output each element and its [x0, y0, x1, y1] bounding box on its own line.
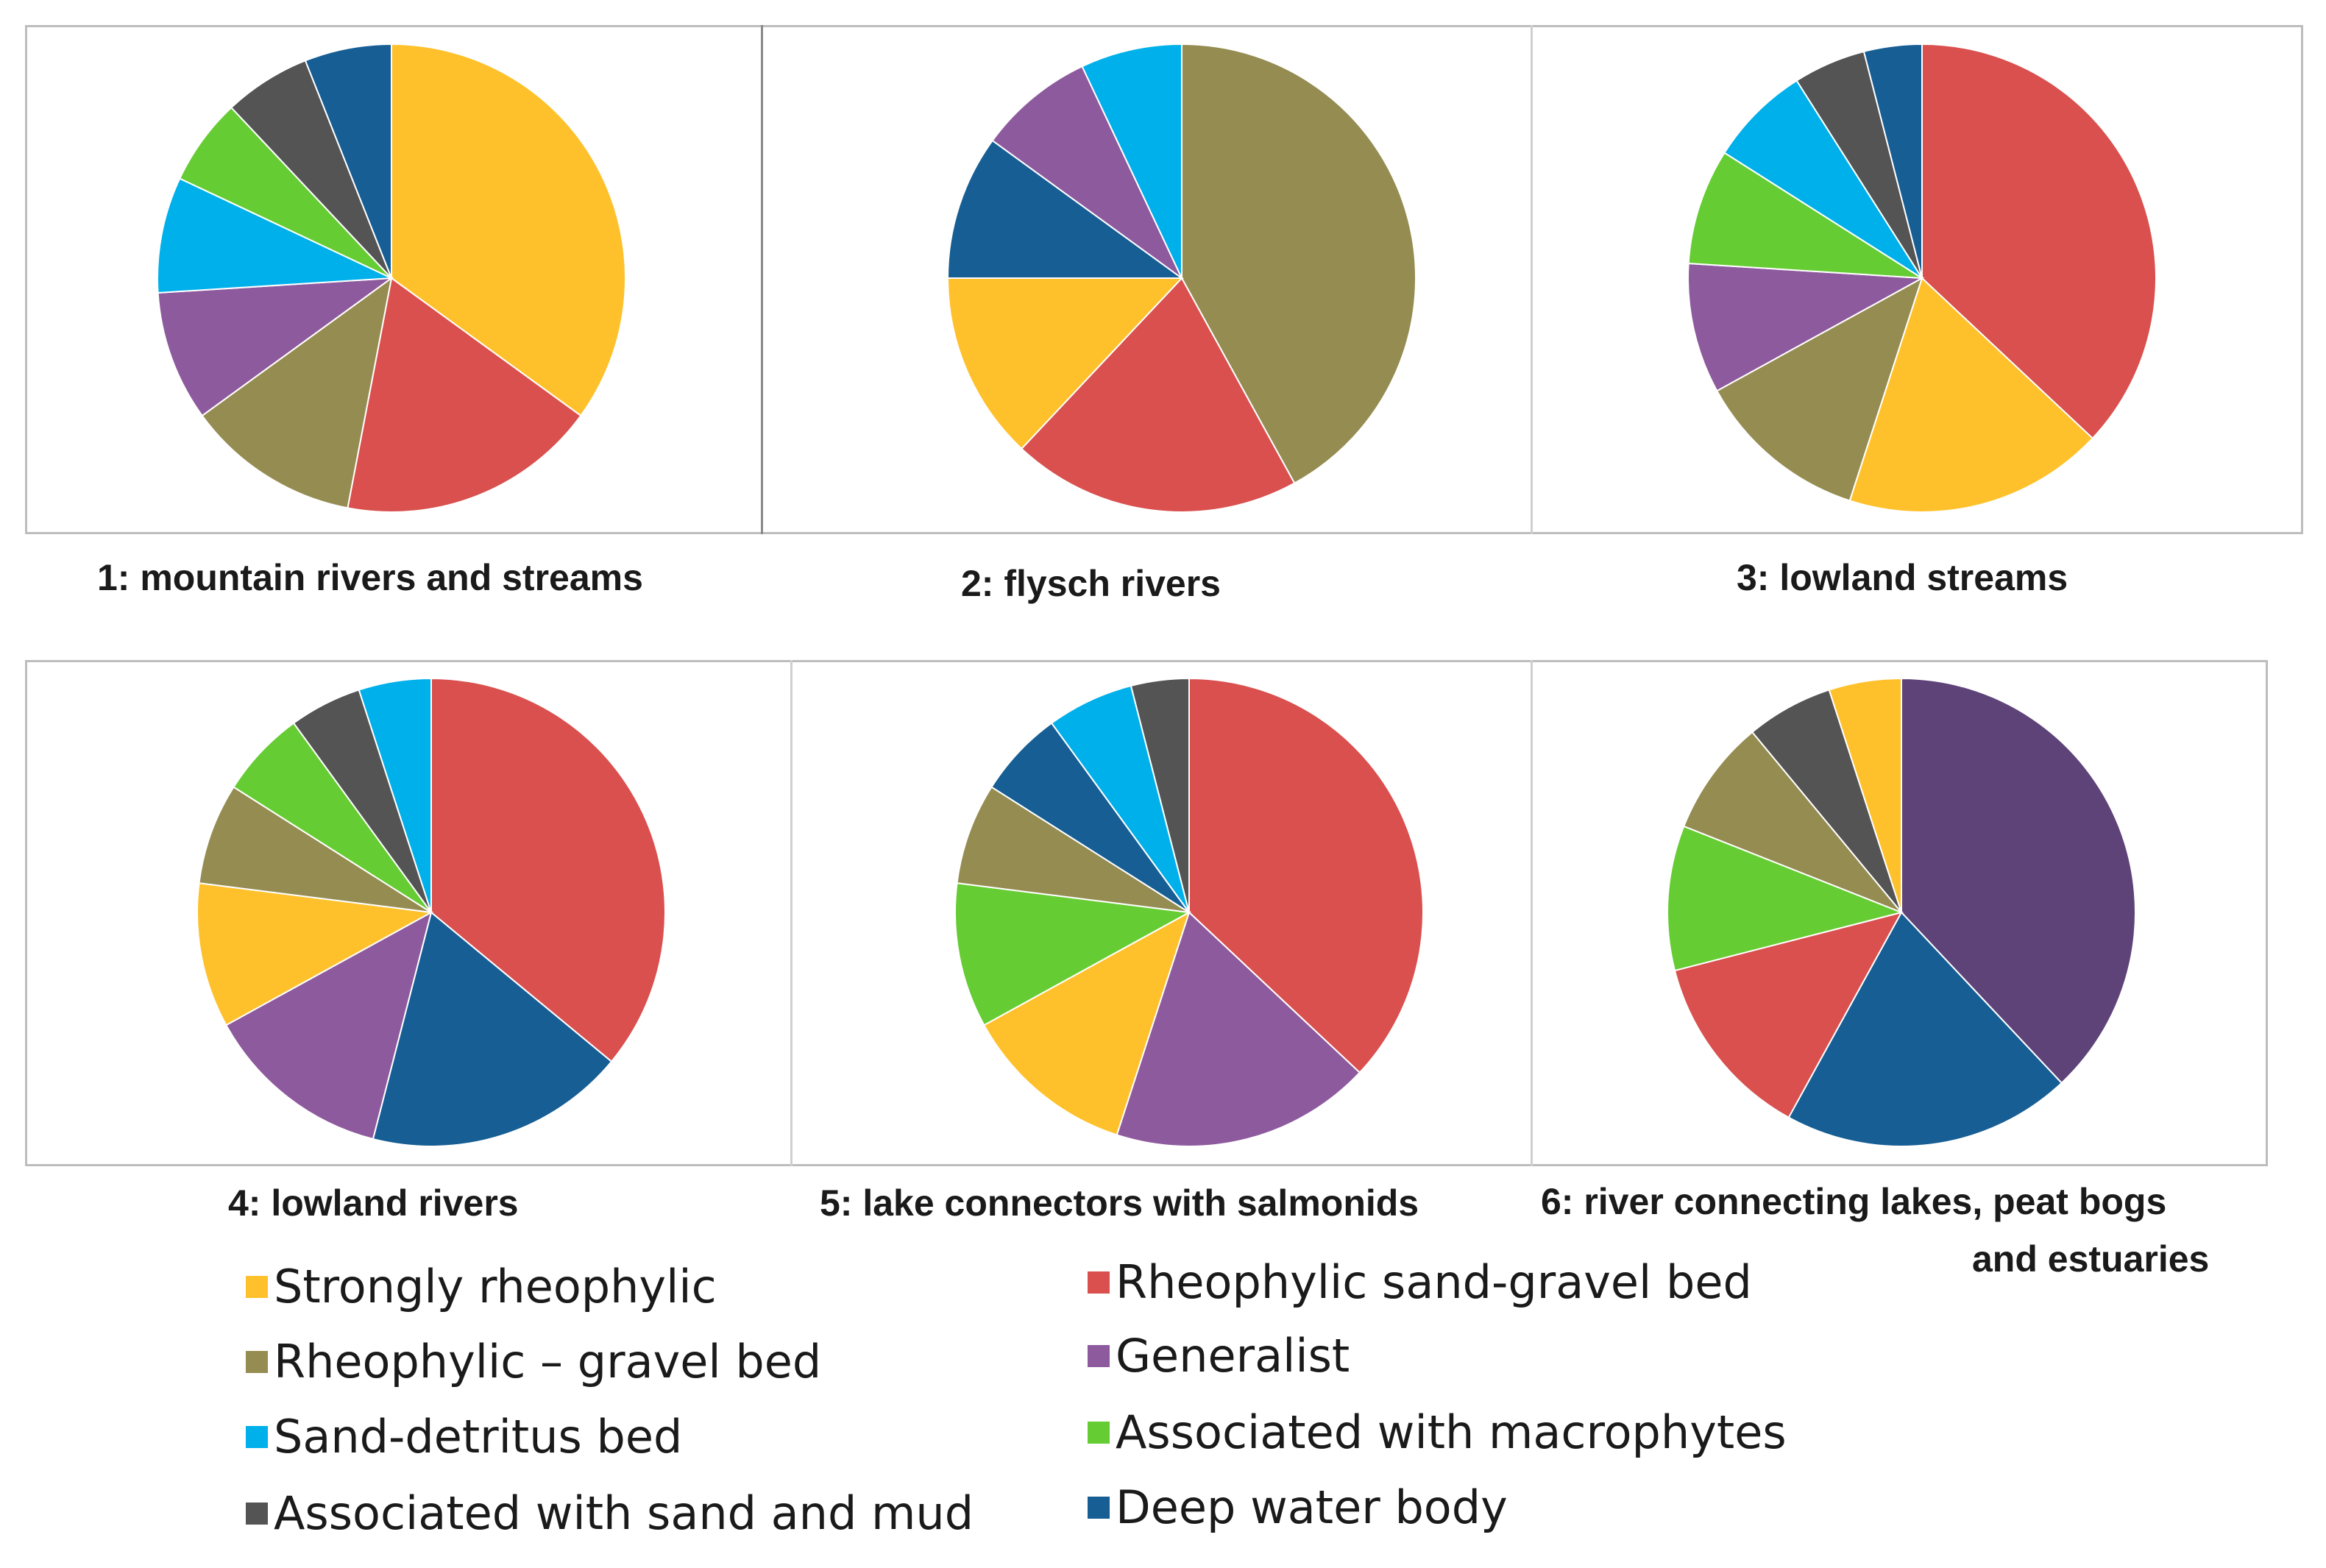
- pie-4-slice-rheophylic-sand-gravel-bed: [430, 677, 666, 1063]
- legend-label: Generalist: [1116, 1329, 1350, 1383]
- legend-label: Associated with macrophytes: [1116, 1405, 1787, 1459]
- pie-2-slice-rheophylic-sand-gravel-bed: [1020, 277, 1296, 513]
- pie-1-slice-rheophylic-sand-gravel-bed: [347, 277, 582, 513]
- legend-item-generalist: Generalist: [1088, 1329, 1350, 1383]
- pie-2-slice-deep-water-body: [946, 139, 1185, 279]
- pie-2-slice-sand-detritus-bed: [1081, 43, 1182, 279]
- legend-label: Deep water body: [1116, 1480, 1508, 1534]
- pie-5-slice-rheophylic-gravel-bed: [956, 786, 1190, 913]
- legend-item-rheophylic-gravel-bed: Rheophylic – gravel bed: [246, 1335, 821, 1388]
- legend-swatch: [1088, 1421, 1110, 1444]
- pie-6-slice-associated-with-macrophytes: [1667, 825, 1904, 972]
- chart-title-6-line-1: 6: river connecting lakes, peat bogs: [1541, 1181, 2167, 1222]
- pie-6-slice-strongly-rheophylic: [1828, 677, 1902, 913]
- panel-divider-4: [1531, 660, 1533, 1166]
- pie-6-slice-dark-purple: [1901, 677, 2136, 1085]
- pie-4-slice-associated-with-macrophytes: [233, 722, 432, 913]
- panel-divider-1: [761, 25, 763, 534]
- panel-divider-2: [1531, 25, 1533, 534]
- legend-label: Sand-detritus bed: [274, 1410, 683, 1464]
- pie-2-slice-generalist: [991, 65, 1182, 279]
- legend-label: Associated with sand and mud: [274, 1486, 974, 1540]
- pie-4-slice-strongly-rheophylic: [196, 882, 434, 1026]
- legend-item-sand-detritus-bed: Sand-detritus bed: [246, 1410, 682, 1464]
- legend-swatch: [246, 1425, 268, 1448]
- chart-title-2: 2: flysch rivers: [961, 563, 1221, 604]
- pie-1-slice-rheophylic-gravel-bed: [201, 276, 393, 509]
- pie-2-slice-strongly-rheophylic: [946, 277, 1184, 450]
- pie-6-slice-rheophylic-gravel-bed: [1683, 731, 1902, 913]
- pie-3-slice-deep-water-body: [1862, 43, 1923, 279]
- pie-3-slice-generalist: [1687, 262, 1925, 392]
- legend-swatch: [1088, 1496, 1110, 1519]
- panel-frame-bottom-row: [25, 660, 2268, 1166]
- pie-3-slice-associated-with-macrophytes: [1687, 152, 1923, 279]
- chart-title-4: 4: lowland rivers: [228, 1182, 519, 1224]
- pie-5-slice-sand-detritus-bed: [1050, 684, 1190, 913]
- legend-swatch: [246, 1350, 268, 1373]
- pie-3-slice-strongly-rheophylic: [1848, 277, 2094, 514]
- legend-swatch: [1088, 1271, 1110, 1294]
- legend-swatch: [246, 1275, 268, 1298]
- legend-item-deep-water-body: Deep water body: [1088, 1480, 1508, 1534]
- chart-title-5: 5: lake connectors with salmonids: [820, 1182, 1419, 1224]
- pie-4-slice-generalist: [224, 911, 433, 1140]
- pie-6-slice-rheophylic-sand-gravel-bed: [1673, 911, 1903, 1119]
- legend-swatch: [246, 1502, 268, 1525]
- pie-6-slice-associated-with-sand-and-mud: [1751, 689, 1902, 913]
- pie-1-slice-associated-with-macrophytes: [178, 106, 392, 279]
- legend-item-associated-with-macrophytes: Associated with macrophytes: [1088, 1405, 1787, 1459]
- legend-item-associated-with-sand-and-mud: Associated with sand and mud: [246, 1486, 974, 1540]
- pie-4-slice-rheophylic-gravel-bed: [198, 786, 432, 913]
- pie-3-slice-rheophylic-gravel-bed: [1715, 276, 1923, 502]
- pie-1-slice-strongly-rheophylic: [391, 43, 626, 417]
- pie-6-slice-deep-water-body: [1787, 911, 2063, 1147]
- panel-frame-top-row: [25, 25, 2303, 534]
- legend-item-rheophylic-sand-gravel-bed: Rheophylic sand-gravel bed: [1088, 1255, 1752, 1309]
- chart-title-1: 1: mountain rivers and streams: [97, 557, 643, 598]
- panel-divider-3: [790, 660, 793, 1166]
- legend-item-strongly-rheophylic: Strongly rheophylic: [246, 1260, 717, 1313]
- legend-label: Strongly rheophylic: [274, 1260, 717, 1313]
- pie-1-slice-associated-with-sand-and-mud: [230, 60, 392, 279]
- pie-5-slice-deep-water-body: [990, 722, 1190, 913]
- pie-5-slice-strongly-rheophylic: [982, 910, 1191, 1136]
- pie-1-slice-deep-water-body: [304, 43, 392, 279]
- pie-5-slice-associated-with-sand-and-mud: [1130, 677, 1190, 913]
- pie-1-slice-generalist: [157, 277, 394, 417]
- chart-title-3: 3: lowland streams: [1737, 557, 2068, 598]
- legend-label: Rheophylic – gravel bed: [274, 1335, 822, 1388]
- pie-5-slice-rheophylic-sand-gravel-bed: [1188, 677, 1424, 1074]
- pie-5-slice-associated-with-macrophytes: [954, 882, 1192, 1026]
- pie-1-slice-sand-detritus-bed: [157, 177, 392, 294]
- pie-2-slice-rheophylic-gravel-bed: [1181, 43, 1417, 485]
- pie-3-slice-sand-detritus-bed: [1723, 79, 1923, 279]
- pie-5-slice-generalist: [1116, 911, 1361, 1148]
- legend-swatch: [1088, 1344, 1110, 1367]
- chart-title-6-line-2: and estuaries: [1972, 1238, 2210, 1280]
- pie-3-slice-rheophylic-sand-gravel-bed: [1921, 43, 2157, 440]
- legend-label: Rheophylic sand-gravel bed: [1116, 1255, 1752, 1309]
- pie-4-slice-sand-detritus-bed: [358, 677, 432, 913]
- pie-4-slice-deep-water-body: [372, 911, 613, 1147]
